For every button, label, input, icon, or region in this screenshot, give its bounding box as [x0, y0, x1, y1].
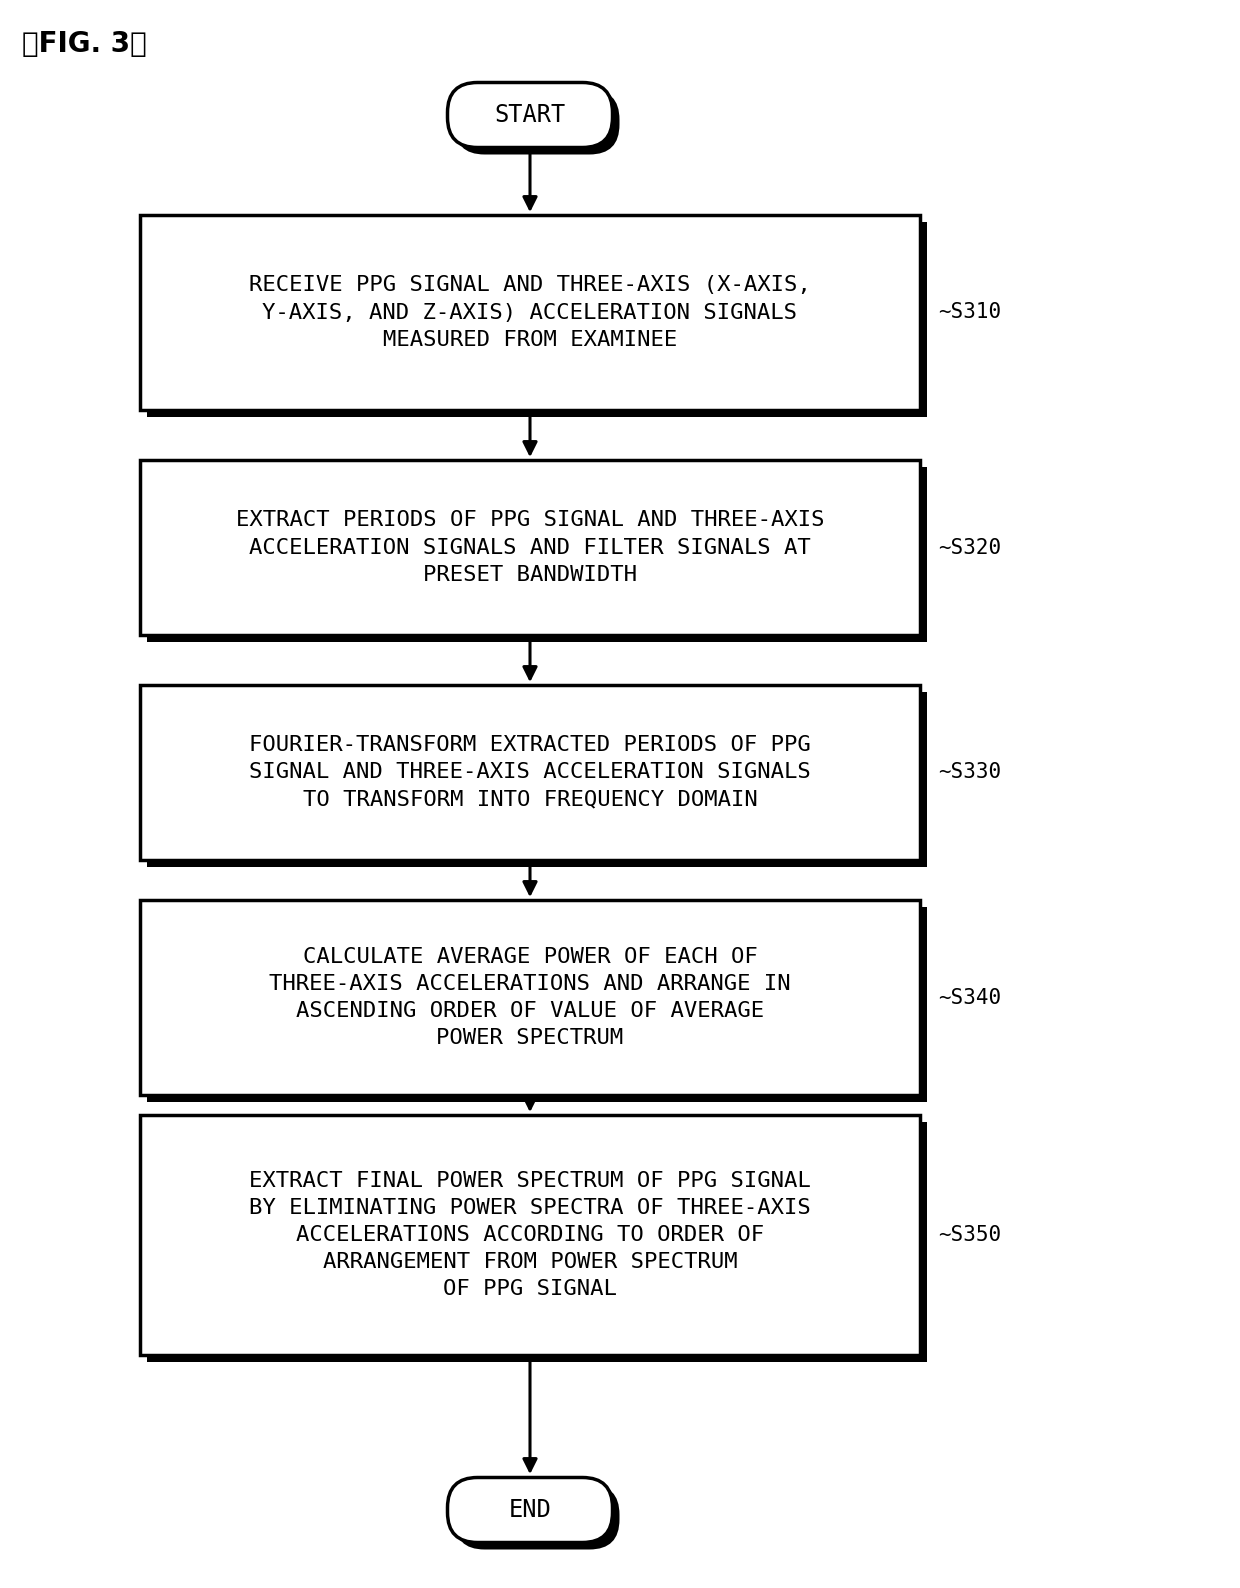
- FancyBboxPatch shape: [140, 1115, 920, 1355]
- FancyBboxPatch shape: [140, 900, 920, 1096]
- Text: ~S350: ~S350: [937, 1224, 1001, 1245]
- Text: ~S340: ~S340: [937, 988, 1001, 1007]
- FancyBboxPatch shape: [448, 83, 613, 148]
- Text: FOURIER-TRANSFORM EXTRACTED PERIODS OF PPG
SIGNAL AND THREE-AXIS ACCELERATION SI: FOURIER-TRANSFORM EXTRACTED PERIODS OF P…: [249, 735, 811, 810]
- Text: 【FIG. 3】: 【FIG. 3】: [22, 30, 146, 59]
- FancyBboxPatch shape: [148, 907, 928, 1102]
- Text: CALCULATE AVERAGE POWER OF EACH OF
THREE-AXIS ACCELERATIONS AND ARRANGE IN
ASCEN: CALCULATE AVERAGE POWER OF EACH OF THREE…: [269, 946, 791, 1048]
- Text: EXTRACT PERIODS OF PPG SIGNAL AND THREE-AXIS
ACCELERATION SIGNALS AND FILTER SIG: EXTRACT PERIODS OF PPG SIGNAL AND THREE-…: [236, 510, 825, 584]
- Text: ~S330: ~S330: [937, 762, 1001, 783]
- FancyBboxPatch shape: [140, 461, 920, 635]
- Text: END: END: [508, 1497, 552, 1521]
- Text: ~S320: ~S320: [937, 537, 1001, 557]
- Text: EXTRACT FINAL POWER SPECTRUM OF PPG SIGNAL
BY ELIMINATING POWER SPECTRA OF THREE: EXTRACT FINAL POWER SPECTRUM OF PPG SIGN…: [249, 1170, 811, 1299]
- FancyBboxPatch shape: [148, 1123, 928, 1363]
- Text: START: START: [495, 103, 565, 127]
- FancyBboxPatch shape: [148, 692, 928, 867]
- FancyBboxPatch shape: [148, 467, 928, 642]
- FancyBboxPatch shape: [148, 222, 928, 418]
- FancyBboxPatch shape: [140, 214, 920, 410]
- FancyBboxPatch shape: [140, 684, 920, 861]
- Text: RECEIVE PPG SIGNAL AND THREE-AXIS (X-AXIS,
Y-AXIS, AND Z-AXIS) ACCELERATION SIGN: RECEIVE PPG SIGNAL AND THREE-AXIS (X-AXI…: [249, 275, 811, 349]
- Text: ~S310: ~S310: [937, 302, 1001, 322]
- FancyBboxPatch shape: [455, 89, 620, 154]
- FancyBboxPatch shape: [455, 1485, 620, 1550]
- FancyBboxPatch shape: [448, 1477, 613, 1542]
